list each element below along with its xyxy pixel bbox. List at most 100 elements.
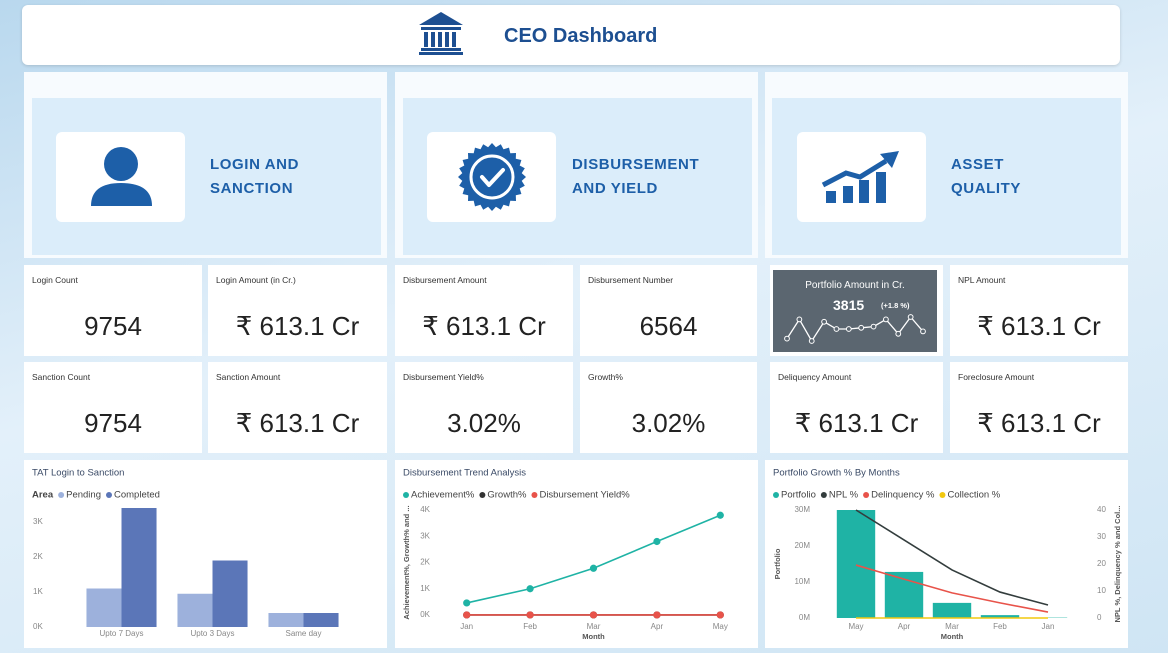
line-marker <box>589 564 598 572</box>
line-marker <box>589 611 598 619</box>
legend-label: Portfolio <box>781 490 816 501</box>
y-tick-label: 3K <box>420 531 430 540</box>
bar <box>836 510 876 618</box>
y-tick-label: 4K <box>420 505 430 514</box>
kpi-card: Deliquency Amount ₹ 613.1 Cr <box>770 362 943 453</box>
x-tick-label: Feb <box>523 622 537 631</box>
chart: Disbursement Trend Analysis Achievement% G… <box>395 460 758 648</box>
badge-icon <box>458 143 526 211</box>
sparkline-point <box>784 335 790 342</box>
x-tick-label: Same day <box>285 629 321 638</box>
y-tick-label: 1K <box>420 584 430 593</box>
section-label: DISBURSEMENT <box>572 156 700 173</box>
line-marker <box>716 611 724 619</box>
kpi-value: 3815 <box>833 297 865 313</box>
sparkline-point <box>895 330 902 337</box>
y-tick-label: 0M <box>799 613 810 622</box>
kpi-title: Deliquency Amount <box>778 372 852 382</box>
legend-label: Completed <box>114 490 160 501</box>
sparkline-point <box>870 323 877 330</box>
x-tick-label: Jan <box>460 622 473 631</box>
kpi-value: 3.02% <box>631 408 706 438</box>
kpi-value: 9754 <box>84 408 142 438</box>
y-tick-label: 2K <box>420 558 430 567</box>
x-tick-label: May <box>848 622 863 631</box>
line-marker <box>526 585 534 593</box>
line <box>855 564 1049 613</box>
bar <box>980 615 1020 618</box>
chart-title: Portfolio Growth % By Months <box>773 468 900 479</box>
y-axis-label: Achievement%, Growth% and ... <box>402 505 411 619</box>
kpi-card: Sanction Amount ₹ 613.1 Cr <box>208 362 387 453</box>
y-tick-label: 30M <box>794 505 810 514</box>
sparkline-point <box>920 328 926 335</box>
header-title: CEO Dashboard <box>504 25 658 47</box>
section-label: AND YIELD <box>572 180 658 197</box>
badge-ring <box>469 154 515 200</box>
legend-label: NPL % <box>829 490 859 501</box>
y2-axis-label: NPL %, Delinquency % and Col... <box>1113 506 1122 623</box>
y-tick-label: 1K <box>33 587 43 596</box>
section-label: SANCTION <box>210 180 294 197</box>
legend-swatch <box>403 492 409 498</box>
legend-title: Area <box>32 490 54 501</box>
sparkline-point <box>821 318 827 325</box>
kpi-card: Disbursement Number 6564 <box>580 265 757 356</box>
x-axis-label: Month <box>941 632 964 641</box>
bank-icon <box>419 12 463 55</box>
chart: Portfolio Growth % By Months Portfolio NPL… <box>765 460 1128 648</box>
y2-tick-label: 0 <box>1097 613 1102 622</box>
legend-swatch <box>106 492 112 498</box>
kpi-title: Growth% <box>588 372 623 382</box>
sparkline-point <box>845 326 852 332</box>
legend-swatch <box>773 492 779 498</box>
kpi-value: ₹ 613.1 Cr <box>235 408 360 438</box>
legend-swatch <box>479 492 486 498</box>
y2-tick-label: 20 <box>1097 559 1106 568</box>
kpi-card: Foreclosure Amount ₹ 613.1 Cr <box>950 362 1128 453</box>
y-tick-label: 10M <box>794 577 810 586</box>
kpi-title: Disbursement Yield% <box>403 372 484 382</box>
kpi-title: Disbursement Number <box>588 275 674 285</box>
kpi-dark-box: Portfolio Amount in Cr. 3815 (+1.8 %) <box>773 270 937 352</box>
section-label: QUALITY <box>951 180 1022 197</box>
line-marker <box>716 511 724 519</box>
person-icon <box>91 147 152 206</box>
chart-title: TAT Login to Sanction <box>32 468 124 479</box>
line-marker <box>653 537 661 546</box>
kpi-card: Disbursement Yield% 3.02% <box>395 362 573 453</box>
x-tick-label: Mar <box>945 622 959 631</box>
line-marker <box>526 611 534 619</box>
kpi-value: 9754 <box>84 311 142 341</box>
kpi-title: NPL Amount <box>958 275 1006 285</box>
kpi-value: ₹ 613.1 Cr <box>977 408 1101 438</box>
x-tick-label: Apr <box>898 622 911 631</box>
kpi-card: Login Amount (in Cr.) ₹ 613.1 Cr <box>208 265 387 356</box>
legend-label: Growth% <box>487 490 527 501</box>
kpi-value: ₹ 613.1 Cr <box>977 311 1101 341</box>
y2-tick-label: 40 <box>1097 505 1106 514</box>
x-tick-label: Mar <box>587 622 601 631</box>
x-tick-label: Upto 3 Days <box>190 629 234 638</box>
kpi-card: Disbursement Amount ₹ 613.1 Cr <box>395 265 573 356</box>
kpi-card: NPL Amount ₹ 613.1 Cr <box>950 265 1128 356</box>
legend-swatch <box>820 492 827 498</box>
y-axis-label: Portfolio <box>773 548 782 579</box>
y2-tick-label: 10 <box>1097 586 1106 595</box>
kpi-title: Login Amount (in Cr.) <box>216 275 296 285</box>
sparkline-point <box>808 338 815 344</box>
kpi-card: Login Count 9754 <box>24 265 202 356</box>
bar <box>932 602 972 618</box>
bar <box>303 613 339 627</box>
x-tick-label: Apr <box>651 622 664 631</box>
line-marker <box>463 611 471 619</box>
sparkline-point <box>907 314 914 320</box>
kpi-card: Sanction Count 9754 <box>24 362 202 453</box>
sparkline-point <box>858 324 865 331</box>
kpi-title: Sanction Amount <box>216 372 281 382</box>
legend-swatch <box>58 492 65 498</box>
kpi-title: Foreclosure Amount <box>958 372 1035 382</box>
bar <box>212 560 248 627</box>
legend-label: Collection % <box>947 490 1000 501</box>
bar <box>177 593 213 627</box>
